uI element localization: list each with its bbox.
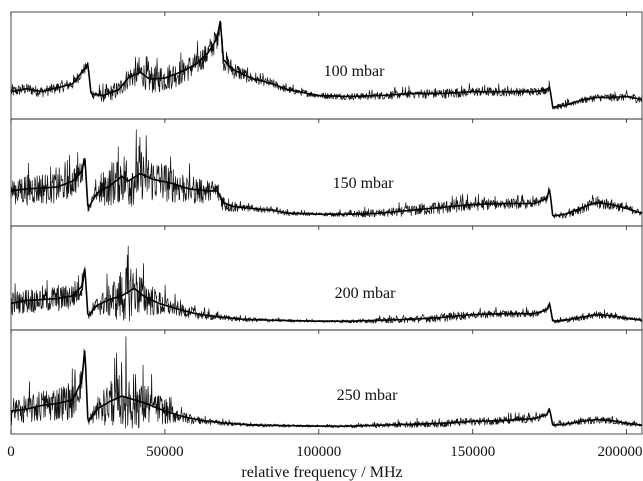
x-tick-label: 50000 [146,444,184,460]
panel-2: 150 mbar [10,118,643,227]
x-tick-label: 150000 [450,444,495,460]
x-axis: 0 50000 100000 150000 200000 [7,429,643,460]
x-tick-label: 200000 [598,444,643,460]
panel-1: 100 mbar [10,11,643,120]
series-trace [10,245,643,324]
x-tick-label: 0 [7,444,15,460]
x-tick-label: 100000 [296,444,341,460]
series-envelope [10,350,643,427]
series-trace [10,129,643,219]
panel-label: 150 mbar [333,175,395,192]
panel-frame [10,225,643,331]
x-axis-title: relative frequency / MHz [241,464,402,481]
panel-4: 250 mbar [10,329,643,435]
series-envelope [10,157,643,217]
panel-3: 200 mbar [10,225,643,331]
panel-label: 250 mbar [337,387,399,404]
panel-frame [10,329,643,435]
series-envelope [10,269,643,322]
panel-frame [10,118,643,227]
panel-label: 200 mbar [335,285,397,302]
panels-layer: 100 mbar 150 mbar 200 mbar 250 mbar [10,11,643,435]
panel-label: 100 mbar [324,63,386,80]
series-envelope [10,20,643,108]
